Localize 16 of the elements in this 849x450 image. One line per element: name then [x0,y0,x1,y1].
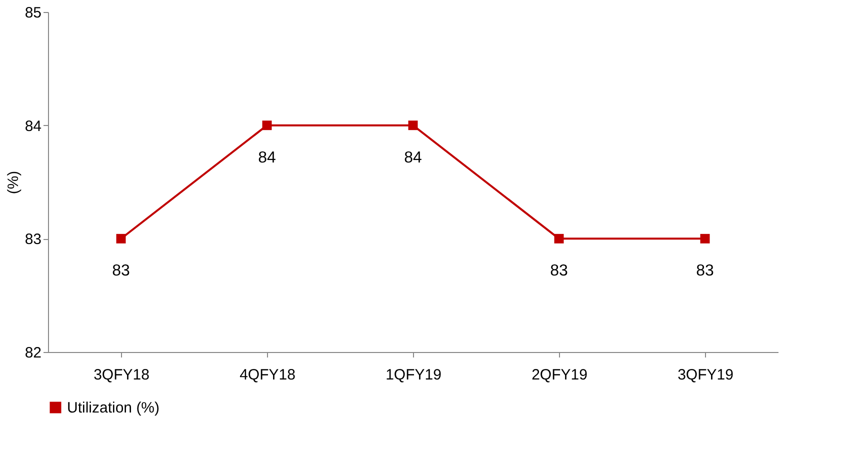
data-label: 83 [112,262,130,280]
data-label: 84 [404,149,422,166]
x-tick-label: 3QFY19 [678,366,734,384]
y-tick-label: 82 [24,344,42,362]
legend-label: Utilization (%) [67,400,160,416]
x-tick-label: 1QFY19 [386,366,442,384]
x-tick-label: 4QFY18 [240,366,296,384]
y-tick-label: 84 [24,118,42,135]
data-label: 83 [550,262,568,280]
x-tick-label: 3QFY18 [94,366,150,384]
y-axis-title: (%) [4,170,22,194]
data-label: 84 [258,149,276,166]
y-tick-label: 85 [24,4,42,22]
data-label: 83 [696,262,714,280]
y-tick-label: 83 [24,231,42,248]
x-tick-label: 2QFY19 [532,366,588,384]
